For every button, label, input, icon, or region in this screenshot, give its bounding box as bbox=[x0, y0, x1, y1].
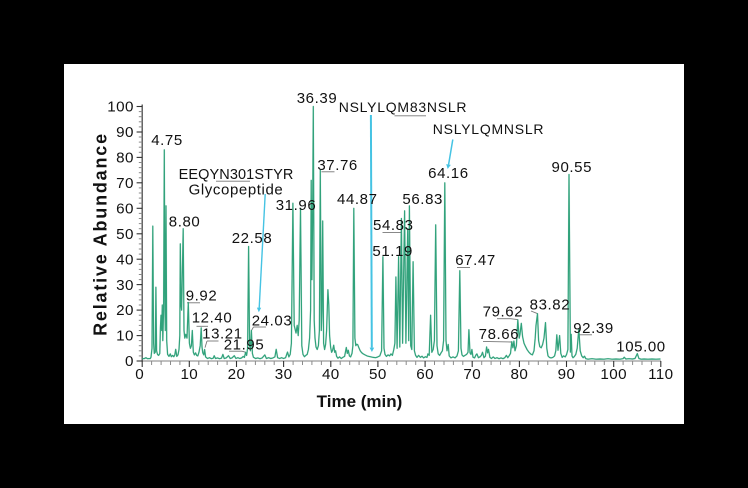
svg-text:40: 40 bbox=[322, 366, 340, 383]
svg-text:80: 80 bbox=[116, 150, 134, 167]
svg-text:83.82: 83.82 bbox=[530, 297, 571, 314]
svg-text:90.55: 90.55 bbox=[552, 159, 593, 176]
svg-text:90: 90 bbox=[558, 366, 576, 383]
svg-text:10: 10 bbox=[116, 328, 134, 345]
svg-text:100: 100 bbox=[107, 99, 134, 116]
svg-text:64.16: 64.16 bbox=[428, 165, 469, 182]
svg-text:37.76: 37.76 bbox=[317, 157, 358, 174]
svg-text:70: 70 bbox=[463, 366, 481, 383]
svg-text:20: 20 bbox=[116, 302, 134, 319]
svg-text:78.66: 78.66 bbox=[479, 326, 520, 343]
svg-text:0: 0 bbox=[135, 366, 144, 383]
svg-text:9.92: 9.92 bbox=[186, 288, 218, 305]
svg-text:EEQYN301STYR: EEQYN301STYR bbox=[179, 167, 294, 183]
svg-text:21.95: 21.95 bbox=[224, 337, 265, 354]
svg-text:50: 50 bbox=[116, 226, 134, 243]
svg-text:50: 50 bbox=[369, 366, 387, 383]
svg-text:51.19: 51.19 bbox=[372, 243, 413, 260]
svg-text:67.47: 67.47 bbox=[455, 252, 496, 269]
svg-text:31.96: 31.96 bbox=[276, 197, 317, 214]
svg-text:60: 60 bbox=[416, 366, 434, 383]
svg-text:40: 40 bbox=[116, 251, 134, 268]
svg-text:4.75: 4.75 bbox=[151, 132, 183, 149]
svg-text:13.21: 13.21 bbox=[202, 326, 243, 343]
svg-text:36.39: 36.39 bbox=[297, 90, 338, 107]
svg-text:60: 60 bbox=[116, 200, 134, 217]
svg-text:54.83: 54.83 bbox=[373, 217, 414, 234]
svg-text:90: 90 bbox=[116, 124, 134, 141]
svg-text:56.83: 56.83 bbox=[402, 191, 443, 208]
svg-text:44.87: 44.87 bbox=[337, 191, 378, 208]
svg-text:24.03: 24.03 bbox=[252, 313, 293, 330]
svg-text:30: 30 bbox=[116, 277, 134, 294]
svg-text:12.40: 12.40 bbox=[192, 310, 233, 327]
svg-text:30: 30 bbox=[275, 366, 293, 383]
svg-text:10: 10 bbox=[180, 366, 198, 383]
svg-text:100: 100 bbox=[600, 366, 627, 383]
svg-text:Glycopeptide: Glycopeptide bbox=[189, 182, 284, 199]
svg-text:110: 110 bbox=[648, 366, 673, 383]
svg-text:20: 20 bbox=[228, 366, 246, 383]
svg-text:22.58: 22.58 bbox=[232, 230, 273, 247]
svg-text:92.39: 92.39 bbox=[573, 320, 614, 337]
svg-text:0: 0 bbox=[125, 353, 134, 370]
svg-text:NSLYLQM83NSLR: NSLYLQM83NSLR bbox=[339, 99, 468, 115]
svg-text:80: 80 bbox=[511, 366, 529, 383]
svg-text:8.80: 8.80 bbox=[169, 214, 201, 231]
svg-text:Time (min): Time (min) bbox=[317, 392, 403, 411]
svg-text:NSLYLQMNSLR: NSLYLQMNSLR bbox=[433, 121, 544, 137]
svg-text:70: 70 bbox=[116, 175, 134, 192]
svg-text:79.62: 79.62 bbox=[483, 304, 524, 321]
svg-text:Relative Abundance: Relative Abundance bbox=[90, 132, 110, 336]
svg-text:105.00: 105.00 bbox=[616, 339, 665, 356]
